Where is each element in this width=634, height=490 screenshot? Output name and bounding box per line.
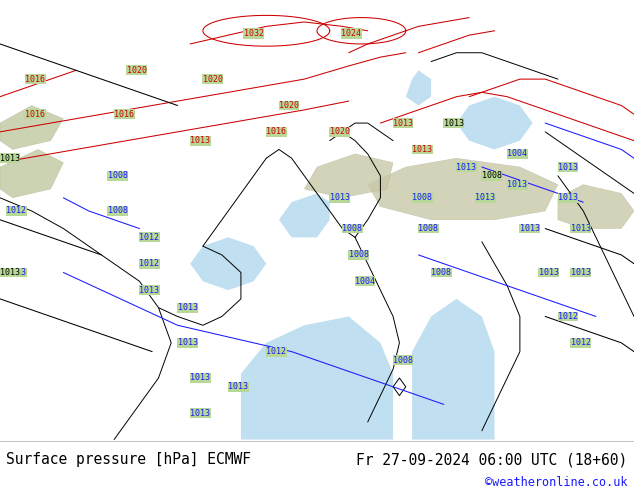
Polygon shape <box>0 105 63 149</box>
Text: 1008: 1008 <box>393 356 413 365</box>
Text: 1004: 1004 <box>507 149 527 158</box>
Text: 1013: 1013 <box>190 409 210 417</box>
Text: 1013: 1013 <box>412 145 432 154</box>
Text: 1012: 1012 <box>6 206 27 216</box>
Polygon shape <box>304 154 393 198</box>
Text: 1013: 1013 <box>507 180 527 189</box>
Text: 1013: 1013 <box>571 224 591 233</box>
Polygon shape <box>456 97 533 149</box>
Text: 1013: 1013 <box>190 136 210 145</box>
Text: 1012: 1012 <box>266 347 287 356</box>
Text: 1013: 1013 <box>558 193 578 202</box>
Text: 1008: 1008 <box>108 172 128 180</box>
Text: 1020: 1020 <box>330 127 350 136</box>
Text: 1020: 1020 <box>127 66 147 75</box>
Text: Fr 27-09-2024 06:00 UTC (18+60): Fr 27-09-2024 06:00 UTC (18+60) <box>356 452 628 467</box>
Text: 1020: 1020 <box>203 74 223 84</box>
Polygon shape <box>406 71 431 105</box>
Text: 1016: 1016 <box>25 74 46 84</box>
Text: 1012: 1012 <box>139 259 160 268</box>
Text: 1024: 1024 <box>341 29 361 38</box>
Text: 1004: 1004 <box>355 277 375 286</box>
Polygon shape <box>368 158 558 220</box>
Text: 1016: 1016 <box>114 110 134 119</box>
Text: 1032: 1032 <box>243 29 264 38</box>
Text: 1016: 1016 <box>25 110 46 119</box>
Polygon shape <box>558 185 634 228</box>
Text: ©weatheronline.co.uk: ©weatheronline.co.uk <box>485 476 628 489</box>
Polygon shape <box>190 237 266 290</box>
Text: 1013: 1013 <box>330 193 350 202</box>
Text: 1013: 1013 <box>444 119 464 127</box>
Text: 1013: 1013 <box>228 382 249 392</box>
Text: 1008: 1008 <box>342 224 363 233</box>
Polygon shape <box>241 317 393 440</box>
Text: 1012: 1012 <box>139 233 160 242</box>
Polygon shape <box>279 194 330 237</box>
Text: 1008: 1008 <box>482 172 502 180</box>
Text: 1013: 1013 <box>0 268 20 277</box>
Text: 1013: 1013 <box>539 268 559 277</box>
Text: 1013: 1013 <box>393 119 413 127</box>
Text: 1013: 1013 <box>178 338 198 347</box>
Text: 1008: 1008 <box>108 206 128 216</box>
Text: 1013: 1013 <box>6 268 27 277</box>
Polygon shape <box>0 149 63 198</box>
Text: 1013: 1013 <box>456 163 477 172</box>
Text: 1013: 1013 <box>139 286 160 294</box>
Text: 1013: 1013 <box>178 303 198 312</box>
Text: 1013: 1013 <box>520 224 540 233</box>
Text: 1013: 1013 <box>558 163 578 172</box>
Polygon shape <box>412 299 495 440</box>
Text: 1013: 1013 <box>571 268 591 277</box>
Text: 1012: 1012 <box>571 338 591 347</box>
Text: 1016: 1016 <box>266 127 287 136</box>
Text: 1008: 1008 <box>418 224 439 233</box>
Text: 1012: 1012 <box>558 312 578 321</box>
Text: 1013: 1013 <box>190 373 210 383</box>
Text: Surface pressure [hPa] ECMWF: Surface pressure [hPa] ECMWF <box>6 452 251 467</box>
Text: 1013: 1013 <box>476 193 496 202</box>
Text: 1008: 1008 <box>349 250 369 259</box>
Text: 1020: 1020 <box>279 101 299 110</box>
Text: 1008: 1008 <box>431 268 451 277</box>
Text: 1013: 1013 <box>0 154 20 163</box>
Text: 1008: 1008 <box>412 193 432 202</box>
